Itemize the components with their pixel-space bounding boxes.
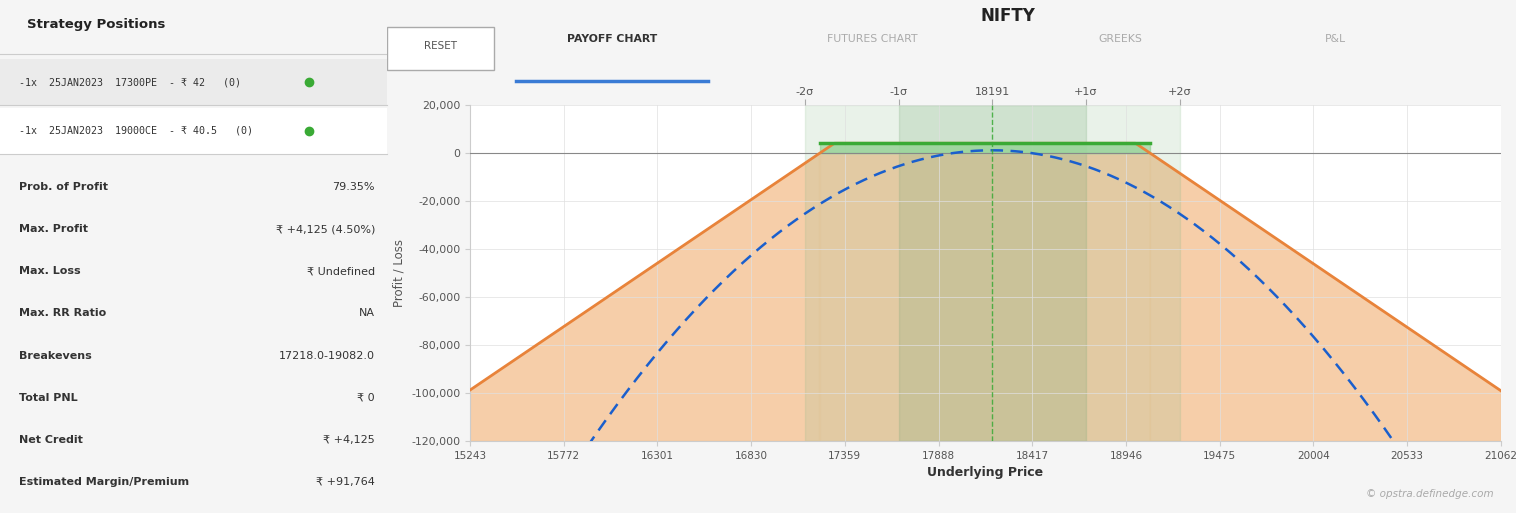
Text: Strategy Positions: Strategy Positions	[27, 18, 165, 31]
Text: Estimated Margin/Premium: Estimated Margin/Premium	[20, 477, 190, 487]
Text: -1x  25JAN2023  19000CE  - ₹ 40.5   (0): -1x 25JAN2023 19000CE - ₹ 40.5 (0)	[20, 126, 253, 136]
Text: Breakevens: Breakevens	[20, 350, 92, 361]
Text: ₹ Undefined: ₹ Undefined	[306, 266, 374, 277]
Bar	[805, 105, 1179, 441]
Text: Max. RR Ratio: Max. RR Ratio	[20, 308, 106, 319]
Text: FUTURES CHART: FUTURES CHART	[828, 34, 917, 44]
Text: ₹ +91,764: ₹ +91,764	[317, 477, 374, 487]
Text: 79.35%: 79.35%	[332, 182, 374, 192]
Text: 17218.0-19082.0: 17218.0-19082.0	[279, 350, 374, 361]
Text: ₹ +4,125: ₹ +4,125	[323, 435, 374, 445]
FancyBboxPatch shape	[387, 27, 494, 70]
Bar	[899, 105, 1085, 441]
Text: NIFTY: NIFTY	[981, 7, 1035, 25]
Text: P&L: P&L	[1325, 34, 1346, 44]
Text: Max. Profit: Max. Profit	[20, 224, 88, 234]
FancyBboxPatch shape	[0, 59, 387, 105]
Text: Prob. of Profit: Prob. of Profit	[20, 182, 108, 192]
X-axis label: Underlying Price: Underlying Price	[928, 466, 1043, 480]
Text: RESET: RESET	[424, 41, 458, 51]
Text: © opstra.definedge.com: © opstra.definedge.com	[1366, 489, 1493, 499]
Text: PAYOFF CHART: PAYOFF CHART	[567, 34, 658, 44]
Text: Net Credit: Net Credit	[20, 435, 83, 445]
Y-axis label: Profit / Loss: Profit / Loss	[393, 239, 405, 307]
FancyBboxPatch shape	[0, 108, 387, 154]
Text: ₹ +4,125 (4.50%): ₹ +4,125 (4.50%)	[276, 224, 374, 234]
Text: ₹ 0: ₹ 0	[358, 392, 374, 403]
Text: GREEKS: GREEKS	[1099, 34, 1143, 44]
Text: NA: NA	[359, 308, 374, 319]
Text: -1x  25JAN2023  17300PE  - ₹ 42   (0): -1x 25JAN2023 17300PE - ₹ 42 (0)	[20, 77, 241, 87]
Text: Total PNL: Total PNL	[20, 392, 77, 403]
Text: Max. Loss: Max. Loss	[20, 266, 80, 277]
